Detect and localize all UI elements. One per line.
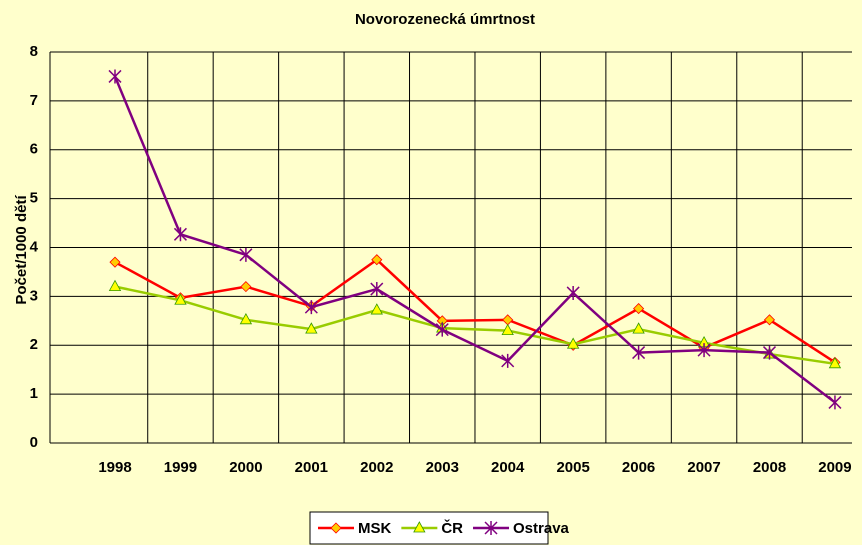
marker [828, 395, 842, 410]
marker [828, 356, 842, 369]
marker [632, 345, 646, 360]
marker [484, 521, 498, 535]
x-tick-label: 1999 [164, 459, 197, 476]
legend-label: Ostrava [513, 520, 570, 537]
x-tick-label: 2004 [491, 459, 525, 476]
marker [108, 279, 122, 291]
y-tick-label: 4 [30, 238, 39, 255]
chart-title: Novorozenecká úmrtnost [355, 11, 535, 28]
marker [632, 322, 645, 334]
legend-label: ČR [441, 519, 463, 537]
series-line [114, 285, 836, 366]
x-tick-label: 2008 [753, 459, 786, 476]
y-tick-label: 0 [30, 434, 38, 451]
marker [435, 322, 449, 337]
marker [501, 353, 515, 368]
y-tick-label: 8 [30, 43, 38, 60]
marker [174, 293, 187, 305]
marker [413, 521, 426, 533]
marker [371, 254, 383, 266]
x-tick-label: 2000 [229, 459, 262, 476]
x-tick-label: 2009 [818, 459, 851, 476]
marker [502, 314, 514, 326]
series-line [113, 75, 836, 404]
marker [762, 345, 777, 360]
marker [501, 323, 514, 335]
y-tick-label: 6 [30, 141, 38, 158]
marker [240, 281, 252, 293]
marker [109, 256, 121, 268]
marker [305, 322, 318, 334]
marker [239, 313, 253, 325]
marker [566, 337, 580, 349]
marker [239, 247, 253, 262]
x-tick-label: 2001 [295, 459, 328, 476]
legend: MSK ČR Ostrava [309, 511, 570, 545]
x-tick-label: 1998 [98, 459, 131, 476]
marker [697, 343, 711, 358]
series-line [114, 258, 836, 364]
y-tick-label: 2 [30, 336, 38, 353]
y-tick-label: 7 [30, 92, 38, 109]
y-tick-label: 3 [30, 287, 38, 304]
y-tick-label: 5 [30, 190, 38, 207]
marker [370, 282, 384, 297]
marker [173, 227, 187, 242]
marker [763, 314, 776, 326]
x-tick-label: 2003 [426, 459, 459, 476]
legend-label: MSK [358, 520, 392, 537]
y-axis-label: Počet/1000 dětí [13, 195, 30, 305]
marker [108, 69, 122, 84]
marker [370, 303, 383, 315]
marker [566, 285, 580, 300]
x-tick-label: 2007 [687, 459, 720, 476]
marker [633, 303, 645, 315]
x-tick-label: 2002 [360, 459, 393, 476]
x-tick-label: 2005 [556, 459, 589, 476]
x-tick-label: 2006 [622, 459, 655, 476]
marker [304, 300, 318, 315]
marker [330, 522, 342, 534]
y-tick-label: 1 [30, 385, 38, 402]
